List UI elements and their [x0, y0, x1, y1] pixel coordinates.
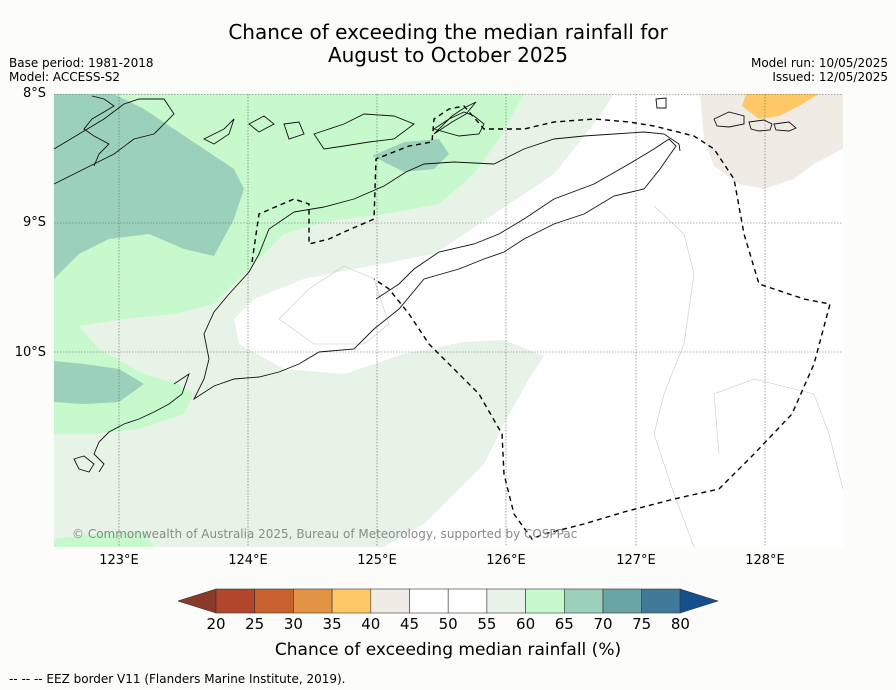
- region-35-40-percent: [742, 94, 819, 119]
- colorbar-cell: [215, 588, 256, 614]
- map-copyright: © Commonwealth of Australia 2025, Bureau…: [72, 527, 577, 541]
- region-65-70-percent-west: [54, 361, 144, 404]
- colorbar-tick-label: 20: [206, 615, 226, 633]
- coastline-northeast-islands: [655, 97, 797, 132]
- model-text: Model: ACCESS-S2: [9, 70, 121, 84]
- map-gridlines: [54, 94, 843, 547]
- colorbar-cell: [409, 588, 449, 614]
- lat-label-10s: 10°S: [14, 345, 46, 360]
- colorbar-tick-label: 25: [245, 615, 265, 633]
- colorbar-cell: [563, 588, 604, 614]
- colorbar-cell: [525, 588, 565, 614]
- colorbar-label: Chance of exceeding median rainfall (%): [274, 640, 622, 660]
- colorbar-tick-label: 55: [477, 615, 497, 633]
- region-neutral-contour: [278, 265, 390, 345]
- lon-label-123e: 123°E: [99, 553, 139, 568]
- colorbar-cell: [486, 588, 526, 614]
- lon-label-127e: 127°E: [616, 553, 656, 568]
- lon-label-128e: 128°E: [745, 553, 785, 568]
- colorbar-tick-label: 75: [632, 615, 652, 633]
- issued-text: Issued: 12/05/2025: [772, 70, 888, 84]
- lon-label-125e: 125°E: [357, 553, 397, 568]
- lat-label-8s: 8°S: [22, 86, 46, 101]
- colorbar-tick-label: 60: [516, 615, 536, 633]
- colorbar-cell: [293, 588, 333, 614]
- coastline-timor-main: [293, 131, 681, 213]
- coastline-timor-north: [192, 138, 677, 401]
- map-title-line2: August to October 2025: [327, 43, 569, 67]
- colorbar-cell: [641, 588, 681, 614]
- colorbar-tick-label: 40: [361, 615, 381, 633]
- colorbar-cell: [602, 588, 643, 614]
- colorbar-tick-label: 45: [399, 615, 420, 633]
- colorbar-tick-label: 65: [554, 615, 574, 633]
- lon-label-124e: 124°E: [228, 553, 268, 568]
- region-neutral-contour-southeast: [713, 378, 843, 490]
- map-title-line1: Chance of exceeding the median rainfall …: [228, 20, 668, 44]
- colorbar-cell: [331, 588, 372, 614]
- colorbar-tick-label: 50: [438, 615, 458, 633]
- colorbar-over-arrow: [679, 588, 719, 614]
- colorbar-tick-label: 30: [283, 615, 303, 633]
- lon-label-126e: 126°E: [486, 553, 526, 568]
- colorbar-tick-label: 35: [322, 615, 342, 633]
- colorbar-under-arrow: [178, 588, 217, 614]
- colorbar: [178, 588, 719, 614]
- colorbar-tick-label: 80: [670, 615, 690, 633]
- colorbar-cell: [254, 588, 294, 614]
- colorbar-cell: [447, 588, 488, 614]
- coastlines: [54, 95, 797, 473]
- coastline-sumba-rote: [93, 372, 190, 473]
- coastline-flores: [54, 98, 175, 185]
- model-run-text: Model run: 10/05/2025: [750, 56, 888, 70]
- eez-legend-text: -- -- -- EEZ border V11 (Flanders Marine…: [9, 672, 346, 686]
- colorbar-cell: [370, 588, 410, 614]
- coastline-rote: [73, 455, 95, 473]
- coastline-islands-north: [202, 111, 485, 150]
- lat-label-9s: 9°S: [22, 215, 46, 230]
- region-neutral-contour-east: [653, 205, 695, 547]
- region-40-45-percent: [700, 94, 843, 189]
- colorbar-tick-label: 70: [593, 615, 613, 633]
- coastline-flores-2: [83, 95, 115, 167]
- rainfall-map: © Commonwealth of Australia 2025, Bureau…: [54, 94, 843, 547]
- coastline-alor: [433, 101, 477, 135]
- base-period-text: Base period: 1981-2018: [9, 56, 154, 70]
- eez-border: [251, 105, 831, 540]
- region-60-65-percent-south: [54, 532, 154, 547]
